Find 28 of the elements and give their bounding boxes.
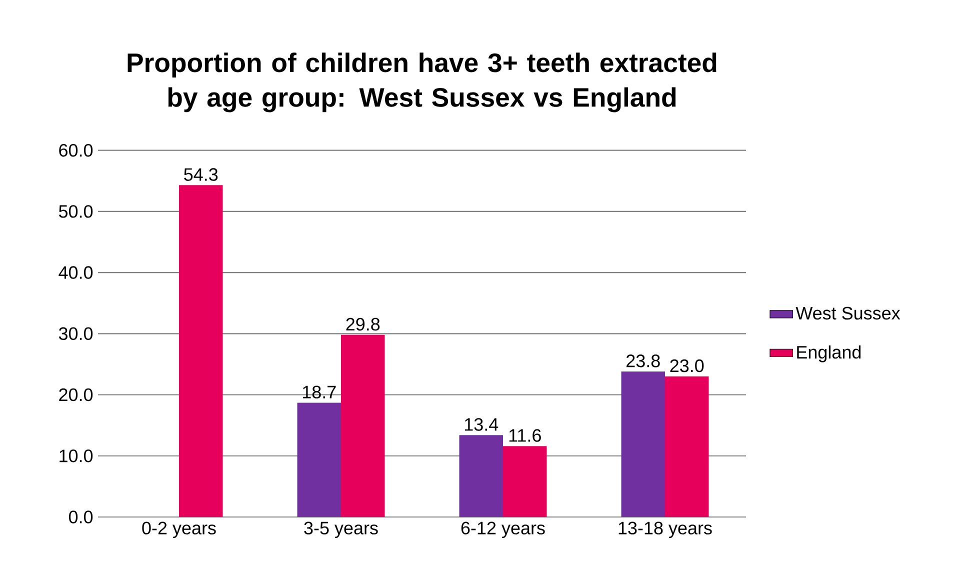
x-tick-label: 13-18 years (618, 522, 712, 538)
x-tick-label: 6-12 years (461, 522, 545, 538)
data-label: 11.6 (509, 429, 541, 442)
y-tick-label: 20.0 (59, 388, 93, 402)
data-label: 23.0 (670, 359, 704, 372)
y-tick-label: 30.0 (58, 327, 93, 340)
y-tick-label: 60.0 (59, 144, 93, 157)
bar (665, 376, 709, 517)
data-label: 54.3 (184, 168, 218, 181)
bar (459, 435, 503, 517)
x-tick-label: 0-2 years (142, 522, 216, 538)
bar (297, 402, 342, 517)
y-tick-label: 40.0 (58, 266, 93, 279)
y-tick-label: 50.0 (58, 205, 93, 218)
bar (621, 372, 665, 517)
y-tick-label: 0.0 (68, 510, 93, 524)
bar (341, 334, 385, 517)
data-label: 13.4 (464, 418, 498, 431)
data-label: 18.7 (302, 386, 336, 398)
bar (179, 185, 223, 517)
x-tick-label: 3-5 years (304, 522, 378, 538)
chart-title: Proportion of children have 3+ teeth extracted by age group: West Sussex vs England (128, 52, 716, 112)
legend-label: England (797, 345, 861, 362)
y-tick-label: 10.0 (60, 450, 93, 462)
data-label: 29.8 (346, 318, 380, 331)
bar (503, 446, 547, 517)
legend-label: West Sussex (796, 306, 900, 320)
data-label: 23.8 (626, 354, 660, 368)
